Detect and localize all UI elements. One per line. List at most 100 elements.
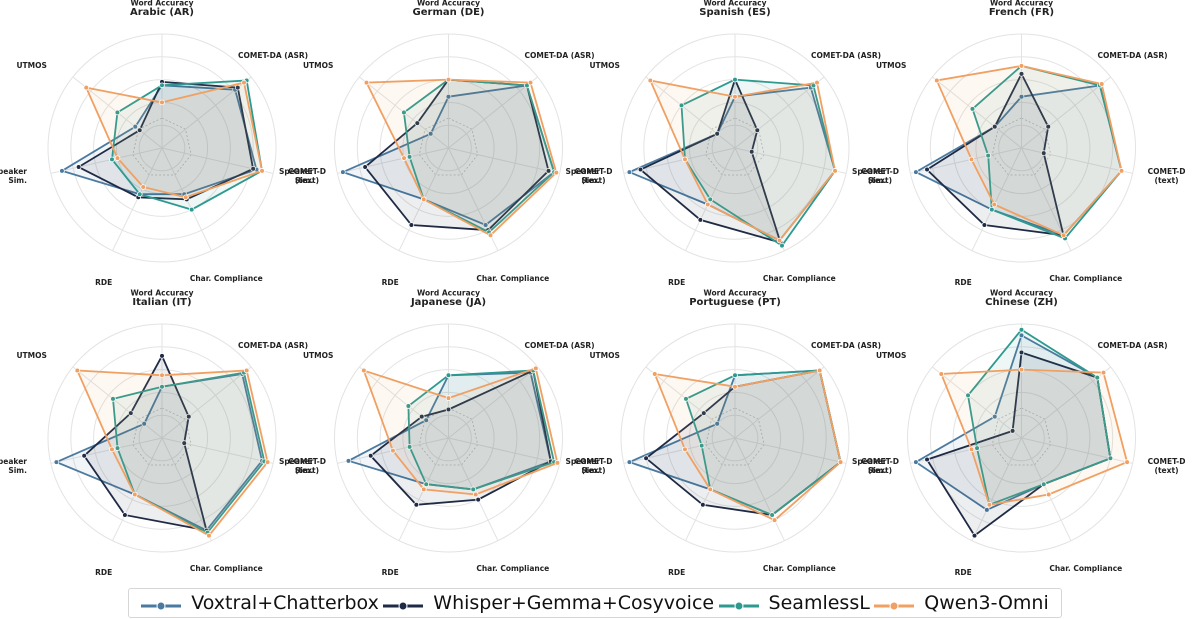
series-point [445,372,452,379]
series-point [423,481,430,488]
axis-spoke [734,437,785,541]
legend-swatch-qwen [874,597,915,611]
axis-label: COMET-D (text) [288,457,326,475]
series-point [109,446,115,453]
series-point [1094,374,1101,381]
series-point [991,201,998,208]
series-point [700,501,706,508]
series-point [188,206,195,213]
chart-title: Japanese (JA) [410,297,486,308]
series-point [974,445,980,451]
series-polygon [402,78,556,234]
radar-chart: Japanese (JA)Word Accuracy COMET-DA (ASR)… [279,289,612,577]
series-point [991,123,998,130]
axis-label: Char. Compliance [1049,274,1122,283]
axis-spoke [359,366,449,439]
axis-label: COMET-D (text) [1148,457,1186,475]
series-point [832,168,838,174]
axis-label: Word Accuracy [990,0,1053,8]
series-point [159,82,165,89]
series-point [651,371,658,377]
series-polygon [680,78,836,247]
axis-label: RDE [668,278,685,287]
series-point [185,413,192,420]
series-point [1018,63,1025,69]
series-point [445,406,452,413]
series-point [128,410,134,416]
series-point [136,127,143,134]
series-point [390,447,396,454]
series-polygon [112,371,266,534]
series-point [363,79,370,86]
axis-label: Word Accuracy [990,289,1053,298]
legend-label: Qwen3-Omni [924,592,1049,614]
series-point [140,184,147,190]
series-point [114,109,121,116]
series-polygon [407,369,556,491]
series-point [114,155,121,161]
axis-spoke [50,437,163,464]
series-point [110,396,116,402]
series-point [361,367,367,374]
legend-swatch-whisper [383,597,424,611]
axis-spoke [1021,76,1111,149]
series-point [924,166,930,173]
axis-spoke [734,147,785,251]
radar-chart: Italian (IT)Word Accuracy COMET-DA (ASR) C… [0,289,326,577]
series-point [1018,366,1025,373]
series-point [754,127,761,134]
axis-label: UTMOS [589,351,619,360]
axis-label: COMET-D (text) [861,457,899,475]
axis-label: COMET-DA (ASR) [525,341,595,350]
series-point [971,532,978,539]
series-point [771,517,778,523]
series-point [75,164,82,170]
series-point [482,222,489,228]
axis-label: COMET-DA (ASR) [811,51,881,60]
series-point [418,413,425,420]
series-point [401,109,407,116]
axis-label: Word Accuracy [704,289,767,298]
series-point [553,169,560,176]
axis-spoke [50,147,163,174]
series-point [401,155,407,161]
axis-spoke [448,147,560,174]
series-point [683,396,689,402]
axis-spoke [1021,437,1072,541]
radar-chart: Portuguese (PT)Word Accuracy COMET-DA (AS… [565,289,898,577]
legend-item-qwen: Qwen3-Omni [874,592,1049,614]
series-point [769,512,775,518]
series-point [816,367,823,374]
legend-label: Whisper+Gemma+Cosyvoice [433,592,715,614]
axis-label: COMET-DA (ASR) [1098,51,1168,60]
series-point [109,156,115,163]
series-point [545,168,552,174]
series-point [487,232,494,239]
axis-spoke [448,76,538,149]
series-point [406,444,413,450]
series-point [647,77,654,84]
series-polygon [925,71,1065,237]
series-point [475,496,481,503]
chart-title: Chinese (ZH) [985,297,1058,308]
series-polygon [362,367,559,496]
series-point [704,201,711,208]
series-point [136,191,143,198]
radar-chart: Arabic (AR)Word Accuracy COMET-DA (ASR) CO… [0,0,326,287]
series-point [678,102,685,109]
series-point [682,156,688,163]
axis-label: COMET-D (text) [288,167,326,185]
series-point [59,168,65,174]
chart-legend: Voxtral+Chatterbox Whisper+Gemma+Cosyvoi… [128,588,1062,618]
series-point [243,367,250,374]
series-point [626,169,633,175]
axis-spoke [72,366,163,439]
chart-title: Portuguese (PT) [689,297,781,308]
series-point [472,491,479,498]
series-point [1018,332,1025,339]
series-point [707,486,714,493]
series-point [141,420,147,427]
